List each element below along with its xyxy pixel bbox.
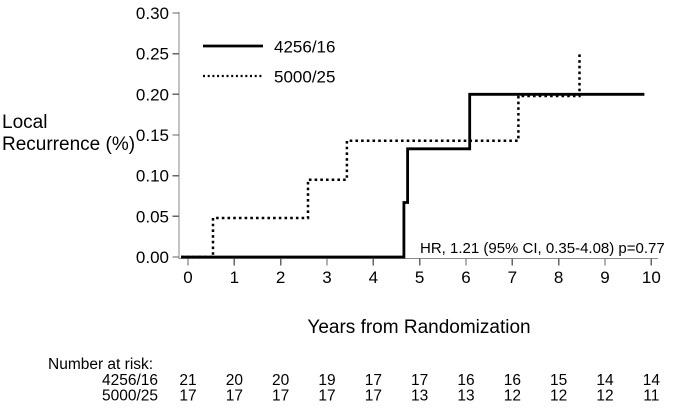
risk-count: 19 [318, 372, 335, 389]
risk-count: 20 [272, 372, 290, 389]
series-line-4256-16 [181, 92, 645, 259]
x-tick-label: 5 [415, 268, 424, 287]
y-tick-label: 0.15 [136, 126, 169, 145]
risk-count: 13 [457, 388, 474, 405]
risk-count: 17 [365, 372, 382, 389]
y-tick-label: 0.25 [136, 45, 169, 64]
risk-count: 15 [550, 372, 567, 389]
legend-label-4256-16: 4256/16 [274, 38, 335, 57]
risk-count: 16 [504, 372, 521, 389]
x-tick-label: 10 [642, 268, 661, 287]
risk-count: 16 [457, 372, 474, 389]
y-axis-ticks: 0.00 0.05 0.10 0.15 0.20 0.25 0.30 [136, 4, 179, 267]
legend: 4256/16 5000/25 [203, 38, 335, 87]
y-tick-label: 0.00 [136, 248, 169, 267]
y-axis: 0.00 0.05 0.10 0.15 0.20 0.25 0.30 [136, 4, 180, 267]
y-axis-title-line1: Local [2, 112, 47, 133]
x-tick-label: 6 [461, 268, 470, 287]
x-tick-label: 1 [230, 268, 239, 287]
y-tick-label: 0.30 [136, 4, 169, 23]
risk-count: 17 [179, 388, 196, 405]
risk-count: 13 [411, 388, 428, 405]
risk-count: 17 [365, 388, 382, 405]
risk-row-label-4256-16: 4256/16 [102, 372, 158, 389]
x-tick-label: 4 [369, 268, 378, 287]
risk-count: 14 [643, 372, 661, 389]
risk-count: 11 [643, 388, 659, 405]
y-tick-label: 0.20 [136, 85, 169, 104]
x-axis: 0 1 2 3 4 5 6 7 8 9 10 [179, 257, 661, 287]
risk-count: 12 [504, 388, 521, 405]
risk-count: 17 [318, 388, 335, 405]
number-at-risk-table: Number at risk: 4256/16 21 20 20 19 17 17 16 16 1… [48, 356, 660, 405]
y-tick-label: 0.05 [136, 207, 169, 226]
legend-label-5000-25: 5000/25 [274, 68, 335, 87]
series-curves [181, 53, 645, 259]
x-axis-ticks: 0 1 2 3 4 5 6 7 8 9 10 [183, 258, 661, 287]
risk-count: 17 [226, 388, 243, 405]
risk-count: 21 [179, 372, 196, 389]
risk-count: 12 [596, 388, 613, 405]
x-tick-label: 0 [183, 268, 192, 287]
x-tick-label: 7 [508, 268, 517, 287]
risk-count: 17 [272, 388, 289, 405]
x-axis-title: Years from Randomization [307, 317, 530, 338]
x-tick-label: 2 [276, 268, 285, 287]
x-tick-label: 9 [600, 268, 609, 287]
risk-count: 17 [411, 372, 428, 389]
x-tick-label: 3 [322, 268, 331, 287]
risk-count: 20 [226, 372, 244, 389]
risk-row-label-5000-25: 5000/25 [102, 388, 158, 405]
risk-count: 12 [550, 388, 567, 405]
series-line-5000-25 [181, 53, 581, 259]
y-axis-title-line2: Recurrence (%) [2, 134, 135, 155]
hr-annotation: HR, 1.21 (95% CI, 0.35-4.08) p=0.77 [420, 240, 665, 257]
risk-table-title: Number at risk: [48, 356, 153, 373]
x-tick-label: 8 [554, 268, 563, 287]
y-tick-label: 0.10 [136, 167, 169, 186]
risk-count: 14 [596, 372, 614, 389]
